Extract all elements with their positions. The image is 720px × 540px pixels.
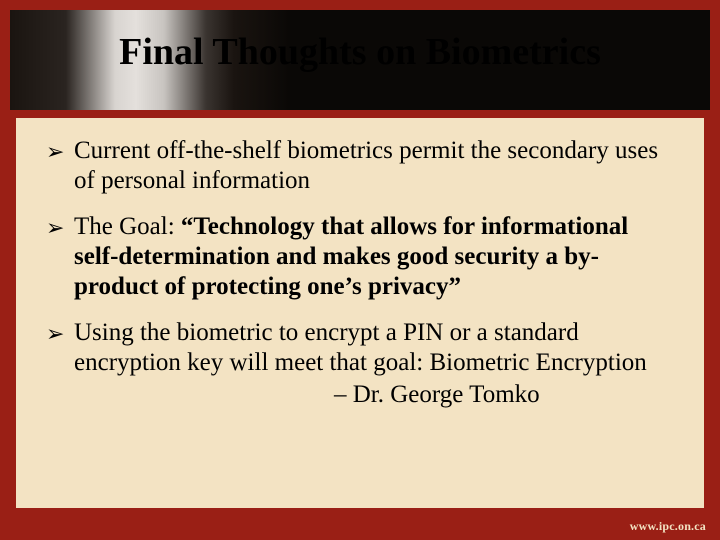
bullet-plain: Current off-the-shelf biometrics permit … bbox=[74, 137, 658, 194]
slide-title: Final Thoughts on Biometrics bbox=[0, 30, 720, 74]
slide: Final Thoughts on Biometrics ➢ Current o… bbox=[0, 0, 720, 540]
content-panel: ➢ Current off-the-shelf biometrics permi… bbox=[16, 118, 704, 508]
bullet-arrow-icon: ➢ bbox=[46, 318, 74, 349]
bullet-text: Using the biometric to encrypt a PIN or … bbox=[74, 318, 674, 410]
bullet-text: Current off-the-shelf biometrics permit … bbox=[74, 136, 674, 196]
bullet-item: ➢ The Goal: “Technology that allows for … bbox=[46, 212, 674, 302]
footer-url: www.ipc.on.ca bbox=[630, 519, 706, 534]
bullet-arrow-icon: ➢ bbox=[46, 212, 74, 243]
attribution: – Dr. George Tomko bbox=[334, 380, 674, 410]
bullet-item: ➢ Current off-the-shelf biometrics permi… bbox=[46, 136, 674, 196]
bullet-plain: Using the biometric to encrypt a PIN or … bbox=[74, 319, 647, 376]
bullet-item: ➢ Using the biometric to encrypt a PIN o… bbox=[46, 318, 674, 410]
bullet-arrow-icon: ➢ bbox=[46, 136, 74, 167]
bullet-text: The Goal: “Technology that allows for in… bbox=[74, 212, 674, 302]
bullet-plain: The Goal: bbox=[74, 213, 181, 240]
